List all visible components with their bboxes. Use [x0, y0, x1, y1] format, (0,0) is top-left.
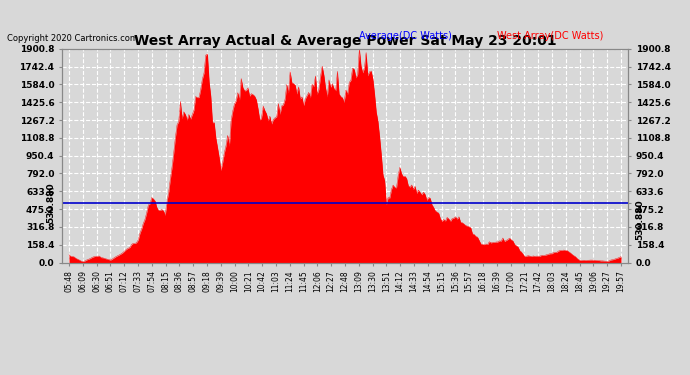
Text: Copyright 2020 Cartronics.com: Copyright 2020 Cartronics.com [7, 34, 138, 43]
Text: 530.880: 530.880 [46, 183, 55, 223]
Title: West Array Actual & Average Power Sat May 23 20:01: West Array Actual & Average Power Sat Ma… [134, 34, 556, 48]
Text: Average(DC Watts): Average(DC Watts) [359, 32, 452, 41]
Text: West Array(DC Watts): West Array(DC Watts) [497, 32, 603, 41]
